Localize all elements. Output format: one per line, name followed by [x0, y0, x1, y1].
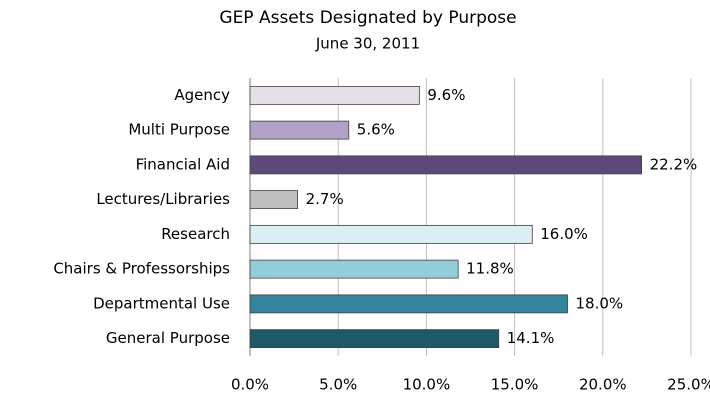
- y-tick-label: Departmental Use: [93, 294, 230, 312]
- bar: [249, 224, 533, 244]
- value-label: 14.1%: [507, 329, 555, 347]
- x-tick-label: 25.0%: [667, 376, 710, 394]
- value-label: 2.7%: [306, 190, 344, 208]
- bar: [249, 294, 568, 314]
- y-tick-label: Financial Aid: [136, 155, 230, 173]
- value-label: 5.6%: [357, 121, 395, 139]
- value-label: 22.2%: [650, 155, 698, 173]
- chart-title: GEP Assets Designated by Purpose: [219, 8, 516, 28]
- value-label: 16.0%: [540, 225, 588, 243]
- bar: [249, 85, 420, 105]
- bar: [249, 259, 459, 279]
- x-tick-label: 5.0%: [319, 376, 357, 394]
- y-tick-label: Research: [161, 225, 230, 243]
- bar: [249, 190, 299, 210]
- chart-subtitle: June 30, 2011: [315, 35, 420, 53]
- y-tick-label: Multi Purpose: [128, 121, 230, 139]
- bar: [249, 155, 643, 175]
- y-tick-label: General Purpose: [106, 329, 230, 347]
- y-tick-label: Agency: [174, 86, 230, 104]
- x-tick-label: 0.0%: [231, 376, 269, 394]
- x-tick-label: 20.0%: [579, 376, 627, 394]
- x-tick-label: 15.0%: [491, 376, 539, 394]
- bar: [249, 120, 350, 140]
- value-label: 11.8%: [466, 260, 514, 278]
- value-label: 9.6%: [427, 86, 465, 104]
- bar: [249, 329, 500, 349]
- y-tick-label: Lectures/Libraries: [96, 190, 230, 208]
- value-label: 18.0%: [576, 294, 624, 312]
- x-tick-label: 10.0%: [403, 376, 451, 394]
- y-tick-label: Chairs & Professorships: [53, 260, 230, 278]
